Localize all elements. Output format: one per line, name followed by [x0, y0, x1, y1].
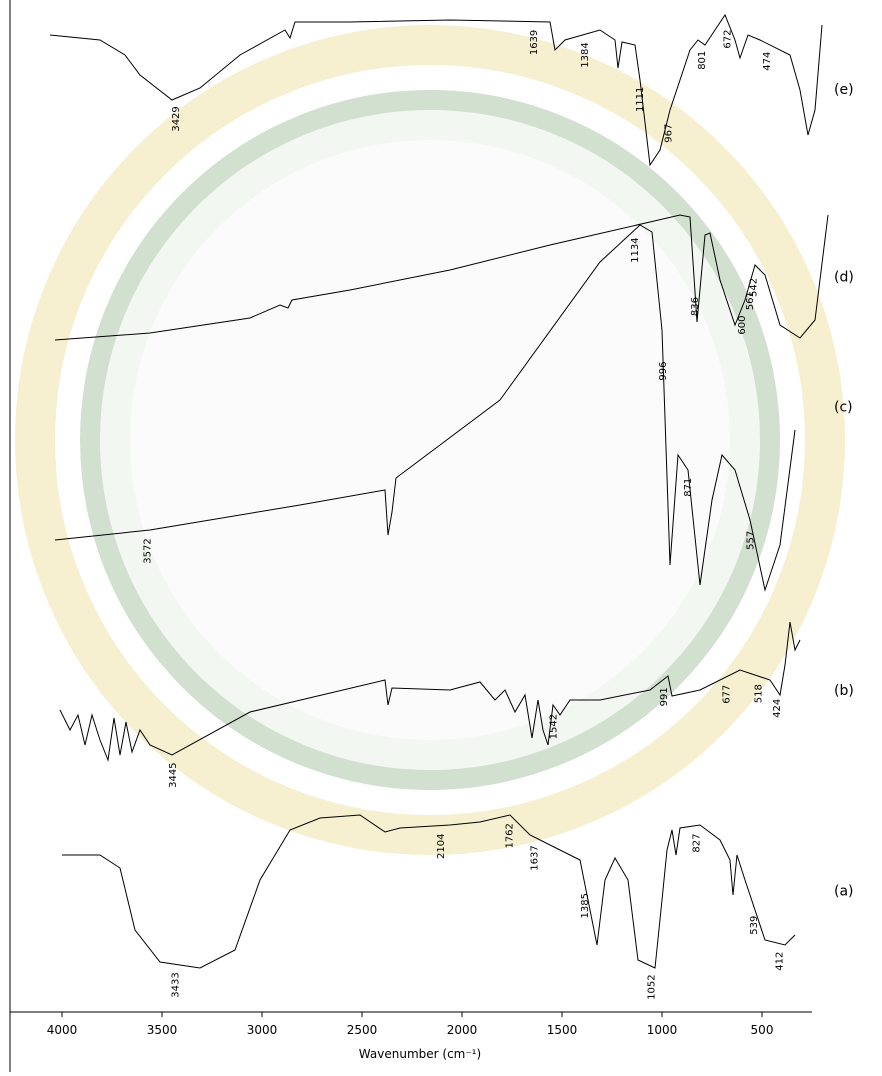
x-tick-label: 2000: [447, 1023, 478, 1037]
peak-label: 1385: [580, 893, 591, 918]
peak-label: 1542: [549, 714, 560, 739]
spectrum-line: [62, 814, 796, 969]
series-label: (d): [834, 270, 854, 286]
watermark-center: [130, 140, 730, 740]
x-tick-label: 3500: [147, 1023, 178, 1037]
peak-label: 518: [753, 684, 764, 703]
peak-label: 1384: [580, 42, 591, 67]
peak-label: 1052: [647, 974, 658, 999]
peak-label: 991: [659, 687, 670, 706]
series: (d) 561 836 600 542: [54, 214, 854, 341]
x-tick-label: 1000: [647, 1023, 678, 1037]
peak-label: 1639: [529, 30, 540, 55]
x-tick-label: 4000: [47, 1023, 78, 1037]
peak-label: 3445: [168, 762, 179, 787]
spectrum-line: [49, 13, 823, 167]
peak-label: 557: [746, 531, 757, 550]
peak-label: 836: [690, 297, 701, 316]
spectrum-line: [54, 224, 796, 592]
x-tick-label: 2500: [347, 1023, 378, 1037]
x-tick-label: 3000: [247, 1023, 278, 1037]
peak-label: 424: [772, 699, 783, 718]
series: (e) 3429 1639 1384 1111 967 801 672 474: [49, 13, 854, 167]
x-axis-label: Wavenumber (cm⁻¹): [359, 1047, 481, 1061]
series-label: (e): [834, 82, 854, 98]
watermark-disc: [80, 90, 780, 790]
peak-label: 1637: [530, 845, 541, 870]
spectrum-line: [59, 621, 801, 762]
peak-label: 801: [697, 51, 708, 70]
peak-label: 1762: [505, 823, 516, 848]
series: (c) 3572 1134 996 871 557: [54, 224, 853, 592]
peak-label: 3429: [171, 106, 182, 131]
peak-label: 1111: [635, 87, 646, 112]
peak-label: 672: [723, 30, 734, 49]
series: (b) 3445 1542 991 677 518 424: [59, 621, 854, 788]
peak-label: 539: [749, 916, 760, 935]
peak-label: 677: [722, 685, 733, 704]
peak-label: 3433: [170, 972, 181, 997]
watermark-ring: [15, 25, 845, 855]
peak-label: 474: [762, 52, 773, 71]
series: (a) 3433 2104 1762 1637 1385 1052 827 539 412: [62, 814, 854, 1000]
series-label: (a): [834, 884, 854, 900]
series-label: (b): [834, 683, 854, 699]
peak-label: 2104: [436, 834, 447, 859]
peak-label: 412: [775, 952, 786, 971]
peak-label: 996: [658, 362, 669, 381]
peak-label: 600: [737, 316, 748, 335]
x-tick-label: 1500: [547, 1023, 578, 1037]
peak-label: 1134: [630, 237, 641, 262]
peak-label: 3572: [143, 538, 154, 563]
series-label: (c): [834, 400, 853, 416]
x-tick-label: 500: [751, 1023, 774, 1037]
peak-label: 827: [692, 834, 703, 853]
peak-label: 542: [749, 278, 760, 297]
peak-label: 561: [745, 291, 756, 310]
peak-label: 967: [664, 124, 675, 143]
watermark: [15, 25, 845, 855]
spectrum-line: [54, 214, 829, 341]
peak-label: 871: [683, 478, 694, 497]
